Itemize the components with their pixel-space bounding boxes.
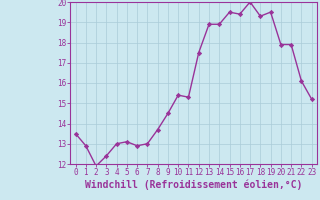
X-axis label: Windchill (Refroidissement éolien,°C): Windchill (Refroidissement éolien,°C): [85, 180, 302, 190]
